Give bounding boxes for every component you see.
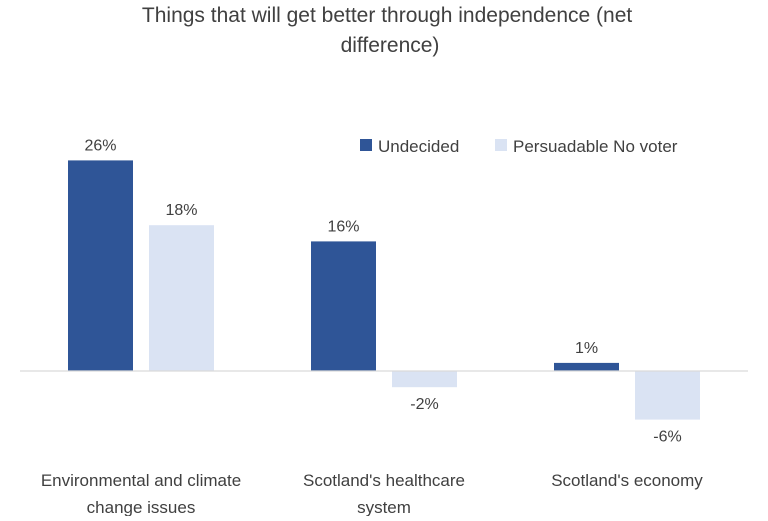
legend-swatch-undecided — [360, 139, 372, 151]
category-label-scotland-s-healthcare-system: Scotland's healthcare system — [303, 471, 465, 516]
data-label-persuadable-no-voter-environmental-and-climate-change-issues: 18% — [165, 202, 197, 219]
data-label-undecided-scotland-s-healthcare-system: 16% — [327, 218, 359, 235]
legend-label-undecided: Undecided — [378, 137, 459, 156]
bars-group — [68, 160, 700, 420]
category-label-scotland-s-economy: Scotland's economy — [551, 471, 703, 490]
data-label-undecided-environmental-and-climate-change-issues: 26% — [84, 137, 116, 154]
chart-title: Things that will get better through inde… — [142, 4, 638, 57]
bar-undecided-environmental-and-climate-change-issues — [68, 160, 133, 371]
bar-undecided-scotland-s-healthcare-system — [311, 241, 376, 371]
data-labels-group: 26% 16% 1% 18% -2% -6% — [84, 137, 681, 445]
bar-persuadable-no-voter-scotland-s-healthcare-system — [392, 371, 457, 388]
legend: Undecided Persuadable No voter — [360, 137, 678, 156]
chart-title-line-1: Things that will get better through inde… — [142, 4, 632, 27]
legend-label-persuadable-no-voter: Persuadable No voter — [513, 137, 678, 156]
category-label-environmental-and-climate-change-issues: Environmental and climate change issues — [41, 471, 241, 516]
data-label-undecided-scotland-s-economy: 1% — [575, 340, 598, 357]
bar-persuadable-no-voter-environmental-and-climate-change-issues — [149, 225, 214, 371]
bar-persuadable-no-voter-scotland-s-economy — [635, 371, 700, 420]
bar-undecided-scotland-s-economy — [554, 362, 619, 371]
legend-swatch-persuadable-no-voter — [495, 139, 507, 151]
category-labels-group: Environmental and climate change issues Sc… — [41, 471, 703, 517]
data-label-persuadable-no-voter-scotland-s-economy: -6% — [653, 429, 681, 446]
chart-title-line-2: difference) — [341, 34, 440, 57]
data-label-persuadable-no-voter-scotland-s-healthcare-system: -2% — [410, 396, 438, 413]
